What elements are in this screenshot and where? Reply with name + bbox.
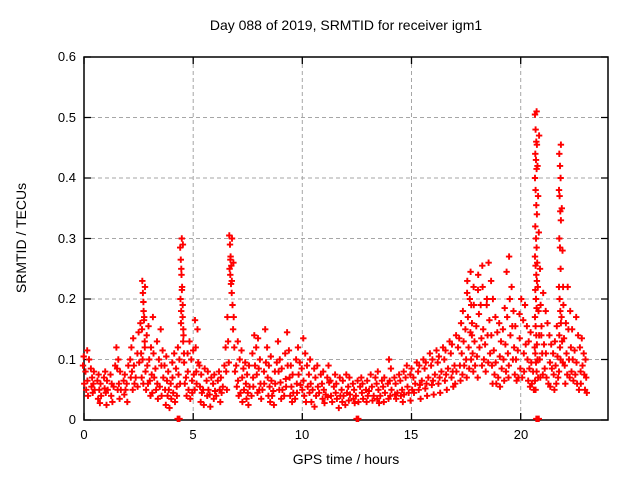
chart-title: Day 088 of 2019, SRMTID for receiver igm… <box>209 17 483 33</box>
y-tick-label: 0.4 <box>57 170 76 185</box>
x-tick-label: 0 <box>80 427 88 442</box>
grid-lines <box>84 57 608 420</box>
y-tick-label: 0.3 <box>57 231 76 246</box>
y-tick-label: 0.1 <box>57 352 76 367</box>
x-tick-label: 20 <box>513 427 529 442</box>
x-axis-label: GPS time / hours <box>292 451 400 467</box>
y-tick-label: 0 <box>68 412 76 427</box>
x-tick-label: 5 <box>189 427 197 442</box>
y-tick-label: 0.5 <box>57 110 76 125</box>
x-tick-label: 15 <box>403 427 419 442</box>
y-tick-label: 0.2 <box>57 291 76 306</box>
axis-ticks <box>83 56 608 421</box>
x-tick-label: 10 <box>294 427 310 442</box>
y-tick-label: 0.6 <box>57 49 76 64</box>
srmtid-scatter-points <box>79 108 590 422</box>
y-axis-label: SRMTID / TECUs <box>13 182 29 294</box>
